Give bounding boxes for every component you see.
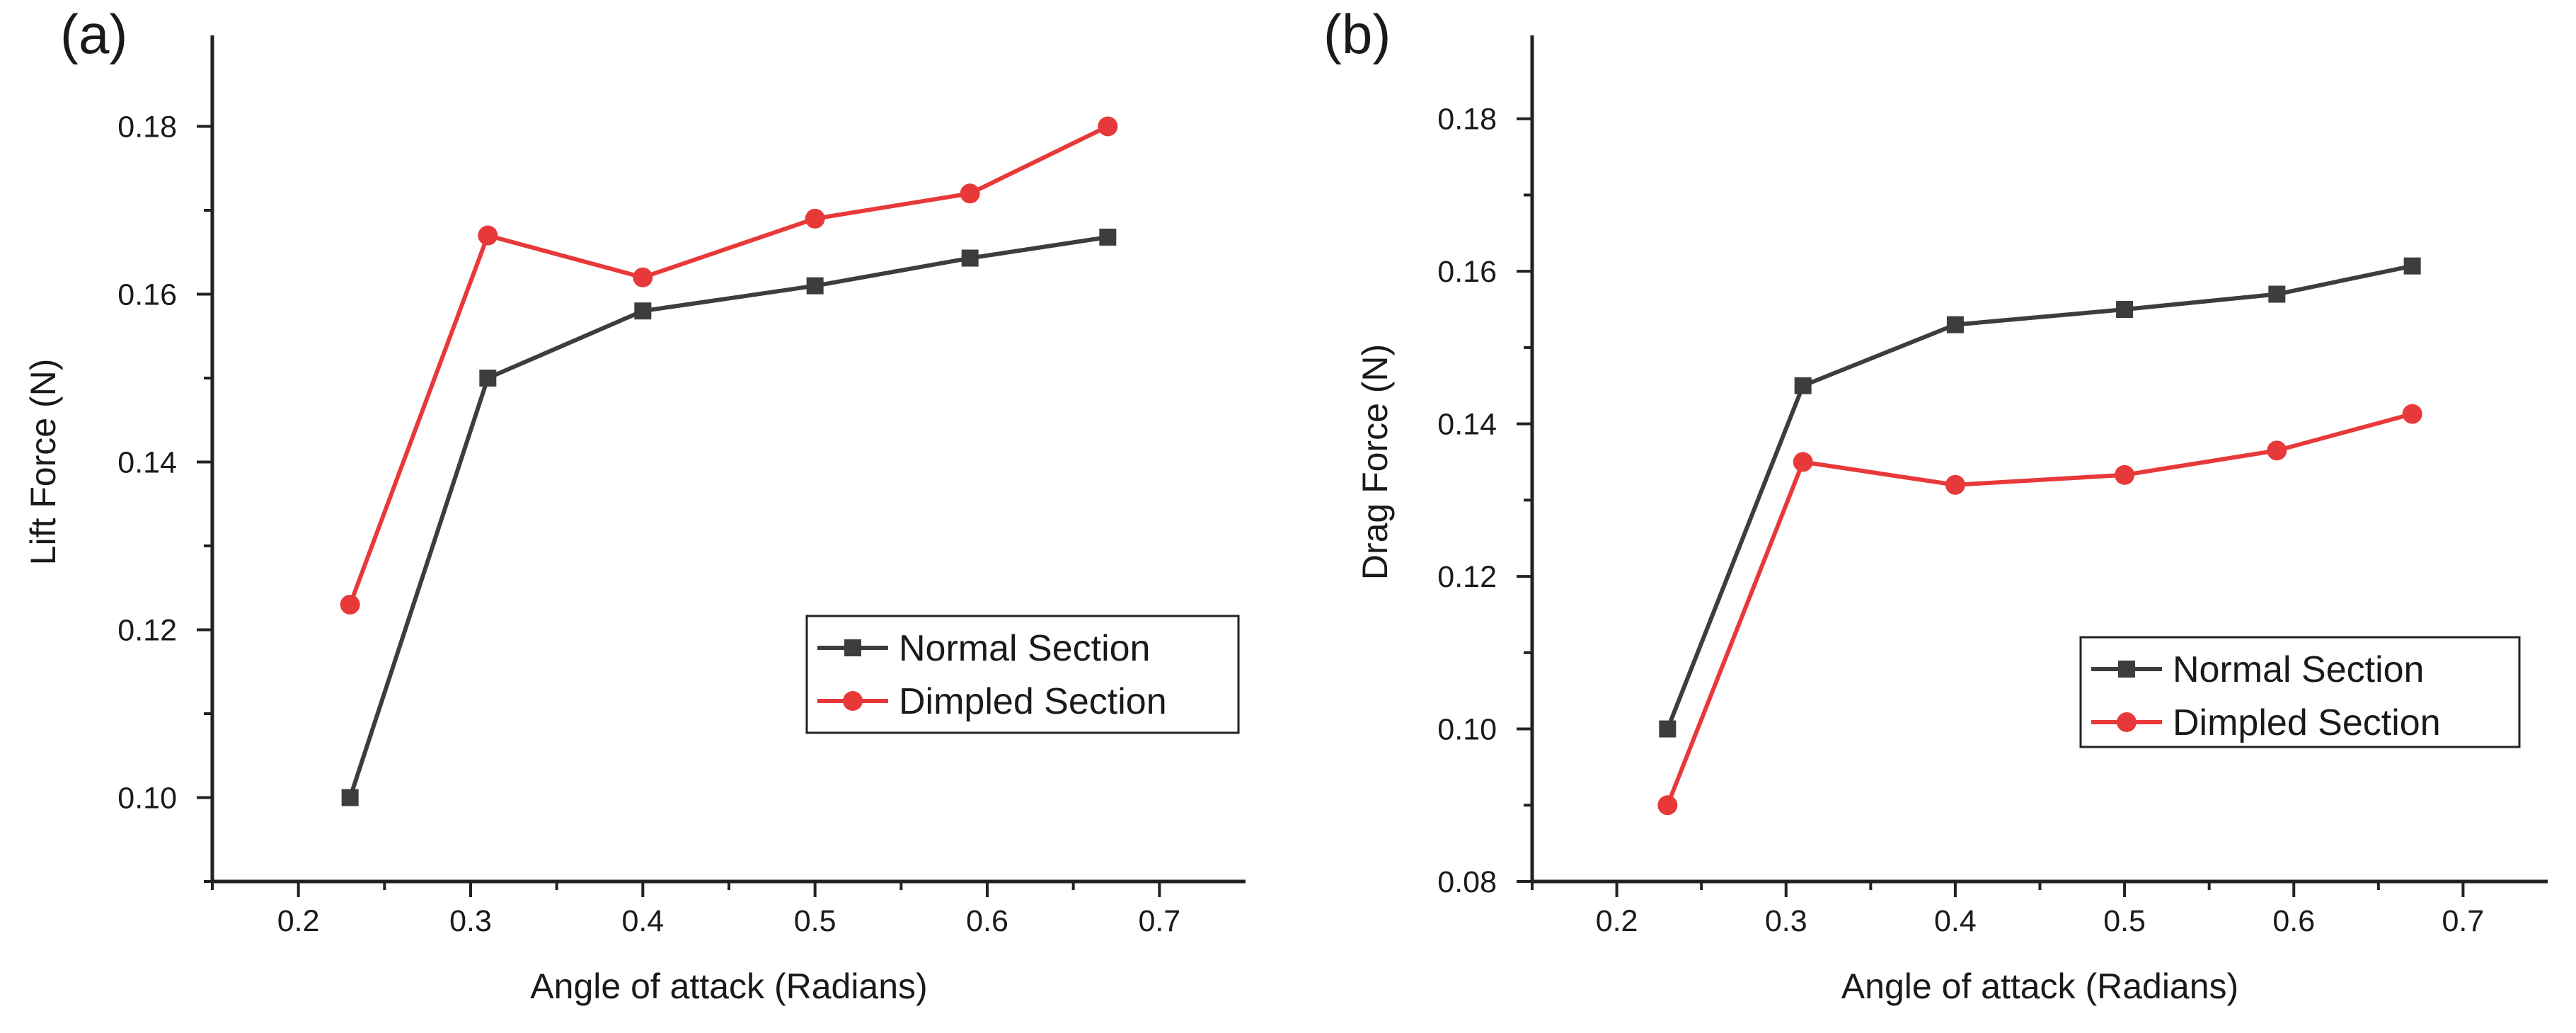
x-tick-label: 0.2 <box>277 904 320 938</box>
y-tick-label: 0.10 <box>117 782 177 816</box>
x-tick-label: 0.5 <box>794 904 836 938</box>
chart-lift-force: (a) 0.2 0.3 0.4 0.5 0.6 0.7 0.10 0.12 0.14 0.16 0.1… <box>23 3 1246 1006</box>
x-tick-label: 0.6 <box>2272 904 2315 938</box>
panel-label: (a) <box>60 3 127 65</box>
data-point <box>2267 440 2287 461</box>
data-point <box>634 302 652 320</box>
data-point <box>341 789 359 806</box>
legend: Normal Section Dimpled Section <box>2079 636 2521 748</box>
series-dimpled-section <box>340 116 1118 615</box>
y-tick-label: 0.12 <box>1437 560 1497 594</box>
legend-box <box>805 615 1240 734</box>
data-point <box>2268 285 2286 303</box>
chart-drag-force: (b) 0.2 0.3 0.4 0.5 0.6 0.7 0.08 0.10 0.12 0.14 0.1… <box>1323 3 2548 1006</box>
y-tick-label: 0.12 <box>117 614 177 648</box>
legend-item: Dimpled Section <box>817 681 1167 722</box>
legend-label: Normal Section <box>2173 649 2424 690</box>
x-axis-title: Angle of attack (Radians) <box>1841 966 2238 1006</box>
y-tick-label: 0.16 <box>1437 255 1497 289</box>
x-axis-title: Angle of attack (Radians) <box>530 966 927 1006</box>
data-point <box>1794 377 1812 394</box>
y-tick-label: 0.10 <box>1437 713 1497 747</box>
data-point <box>2116 301 2134 319</box>
data-point <box>2115 464 2135 485</box>
y-axis-title: Drag Force (N) <box>1355 344 1395 580</box>
y-tick-label: 0.08 <box>1437 865 1497 899</box>
x-tick-label: 0.6 <box>966 904 1008 938</box>
data-point <box>1657 795 1678 816</box>
panel-label: (b) <box>1323 3 1391 65</box>
x-tick-label: 0.4 <box>1934 904 1977 938</box>
legend-box <box>2079 636 2521 748</box>
legend-marker <box>2117 712 2137 732</box>
series-line <box>1665 411 2413 806</box>
series-normal-section <box>341 228 1117 806</box>
data-point <box>479 370 497 387</box>
x-tick-label: 0.7 <box>1138 904 1180 938</box>
data-point <box>805 208 825 229</box>
legend-marker <box>844 639 861 656</box>
legend-marker <box>2118 661 2135 678</box>
data-point <box>1793 452 1813 472</box>
legend-label: Dimpled Section <box>2173 702 2441 743</box>
data-point <box>2403 257 2421 275</box>
x-tick-label: 0.7 <box>2442 904 2485 938</box>
legend-item: Dimpled Section <box>2091 702 2441 743</box>
x-tick-label: 0.3 <box>1765 904 1807 938</box>
data-point <box>2402 404 2422 424</box>
series-normal-section <box>1659 257 2421 738</box>
legend-item: Normal Section <box>817 628 1150 669</box>
legend-label: Dimpled Section <box>899 681 1167 722</box>
y-tick-label: 0.18 <box>117 110 177 144</box>
data-point <box>960 183 980 204</box>
series-line <box>347 124 1109 605</box>
data-point <box>961 249 979 267</box>
x-tick-label: 0.3 <box>449 904 492 938</box>
data-point <box>1945 474 1965 495</box>
data-point <box>1098 116 1118 137</box>
series-line <box>1665 263 2413 730</box>
y-tick-label: 0.16 <box>117 278 177 312</box>
data-point <box>1946 316 1964 333</box>
legend: Normal Section Dimpled Section <box>805 615 1240 734</box>
legend-item: Normal Section <box>2091 649 2424 690</box>
y-tick-label: 0.18 <box>1437 103 1497 137</box>
legend-label: Normal Section <box>899 628 1150 669</box>
x-tick-label: 0.5 <box>2103 904 2146 938</box>
series-line <box>347 234 1108 799</box>
x-tick-label: 0.2 <box>1596 904 1638 938</box>
x-tick-label: 0.4 <box>621 904 664 938</box>
y-axis-title: Lift Force (N) <box>23 359 63 566</box>
data-point <box>478 225 498 246</box>
data-point <box>1659 720 1677 738</box>
series-dimpled-section <box>1657 404 2422 816</box>
data-point <box>633 267 653 287</box>
y-tick-label: 0.14 <box>1437 408 1497 442</box>
data-point <box>1099 228 1117 246</box>
data-point <box>340 594 360 615</box>
y-tick-label: 0.14 <box>117 446 177 480</box>
legend-marker <box>843 691 863 711</box>
data-point <box>806 277 824 295</box>
